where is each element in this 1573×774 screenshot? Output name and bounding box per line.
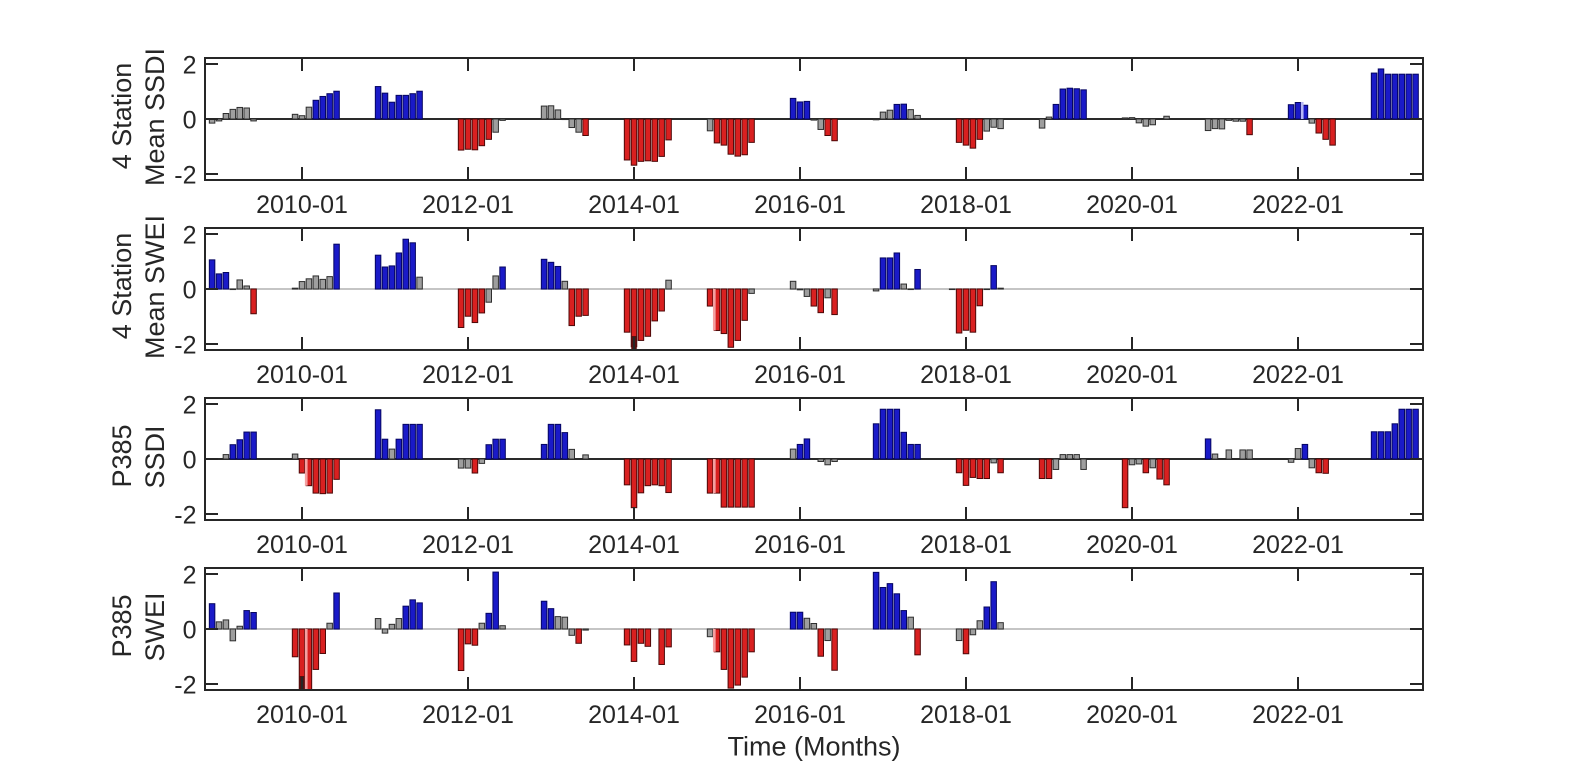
svg-text:SWEI: SWEI (140, 592, 170, 661)
svg-text:-2: -2 (174, 162, 196, 190)
svg-text:0: 0 (183, 107, 197, 135)
svg-text:2016-01: 2016-01 (754, 701, 846, 729)
svg-text:0: 0 (183, 447, 197, 475)
svg-text:2010-01: 2010-01 (256, 531, 348, 559)
svg-text:2018-01: 2018-01 (920, 191, 1012, 219)
svg-text:2: 2 (183, 222, 197, 250)
svg-text:2014-01: 2014-01 (588, 701, 680, 729)
svg-text:4 Station: 4 Station (107, 63, 137, 170)
svg-text:4 Station: 4 Station (107, 233, 137, 340)
svg-text:2022-01: 2022-01 (1252, 531, 1344, 559)
svg-text:2020-01: 2020-01 (1086, 191, 1178, 219)
svg-text:2: 2 (183, 562, 197, 590)
svg-text:2020-01: 2020-01 (1086, 701, 1178, 729)
svg-text:-2: -2 (174, 332, 196, 360)
svg-text:2010-01: 2010-01 (256, 191, 348, 219)
svg-text:2018-01: 2018-01 (920, 701, 1012, 729)
svg-text:2020-01: 2020-01 (1086, 361, 1178, 389)
svg-text:2018-01: 2018-01 (920, 531, 1012, 559)
svg-text:2014-01: 2014-01 (588, 191, 680, 219)
svg-text:P385: P385 (107, 594, 137, 657)
svg-text:Mean SSDI: Mean SSDI (140, 48, 170, 186)
svg-text:2022-01: 2022-01 (1252, 361, 1344, 389)
svg-text:-2: -2 (174, 502, 196, 530)
svg-text:Time (Months): Time (Months) (727, 732, 900, 762)
svg-text:0: 0 (183, 617, 197, 645)
svg-text:2010-01: 2010-01 (256, 701, 348, 729)
svg-text:2022-01: 2022-01 (1252, 701, 1344, 729)
svg-text:2012-01: 2012-01 (422, 361, 514, 389)
svg-text:2014-01: 2014-01 (588, 531, 680, 559)
svg-text:2: 2 (183, 52, 197, 80)
svg-text:2: 2 (183, 392, 197, 420)
svg-text:2022-01: 2022-01 (1252, 191, 1344, 219)
svg-text:2016-01: 2016-01 (754, 531, 846, 559)
svg-text:0: 0 (183, 277, 197, 305)
svg-text:2020-01: 2020-01 (1086, 531, 1178, 559)
svg-text:2016-01: 2016-01 (754, 191, 846, 219)
svg-text:SSDI: SSDI (140, 425, 170, 488)
svg-text:P385: P385 (107, 424, 137, 487)
svg-text:2012-01: 2012-01 (422, 701, 514, 729)
svg-text:2012-01: 2012-01 (422, 531, 514, 559)
svg-text:2014-01: 2014-01 (588, 361, 680, 389)
svg-text:2012-01: 2012-01 (422, 191, 514, 219)
svg-text:2016-01: 2016-01 (754, 361, 846, 389)
svg-text:-2: -2 (174, 672, 196, 700)
svg-text:Mean SWEI: Mean SWEI (140, 215, 170, 359)
svg-text:2010-01: 2010-01 (256, 361, 348, 389)
svg-text:2018-01: 2018-01 (920, 361, 1012, 389)
